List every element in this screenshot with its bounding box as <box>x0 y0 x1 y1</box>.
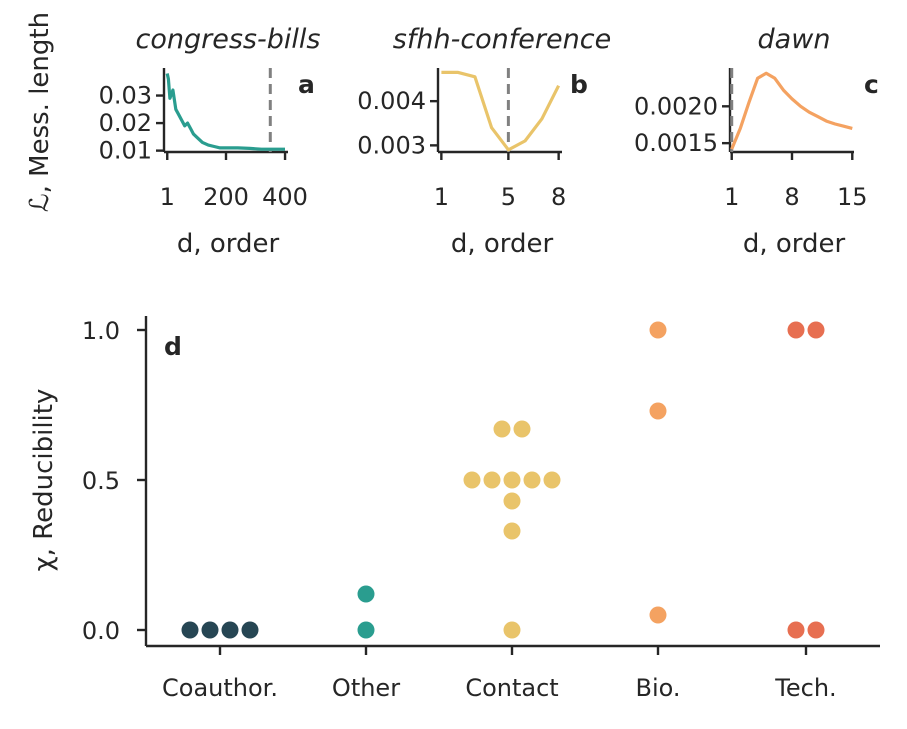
panel-d-category-label: Tech. <box>774 674 836 702</box>
panel-d-point <box>503 471 521 489</box>
panel-d-point <box>649 402 667 420</box>
panel-d-point <box>513 420 531 438</box>
panel-c-xtick-label: 15 <box>837 183 868 211</box>
panel-b-title: sfhh-conference <box>393 24 611 55</box>
panel-b: sfhh-conference d, order b 1 5 8 0.003 0.004 <box>357 24 611 259</box>
panel-d-point <box>787 321 805 339</box>
panel-a-ytick-label: 0.03 <box>99 82 152 110</box>
panel-a-xtick-label: 400 <box>262 183 308 211</box>
panel-d-ytick-label: 0.5 <box>82 467 120 495</box>
panel-b-ytick-label: 0.003 <box>357 131 426 159</box>
panel-b-xlabel: d, order <box>451 229 554 259</box>
panel-b-xtick-label: 1 <box>434 183 449 211</box>
panel-d-point <box>201 621 219 639</box>
panel-d-ylabel: χ, Reducibility <box>29 389 59 572</box>
panel-d-point <box>463 471 481 489</box>
panel-b-xtick-label: 5 <box>501 183 516 211</box>
panel-a-letter: a <box>298 70 315 99</box>
panel-c-series-line <box>730 71 853 150</box>
panel-d-point <box>493 420 511 438</box>
panel-d-ytick-label: 0.0 <box>82 617 120 645</box>
panel-d-point <box>483 471 501 489</box>
panel-d-point <box>649 606 667 624</box>
panel-a-ytick-label: 0.01 <box>99 137 152 165</box>
panel-c-xlabel: d, order <box>743 229 846 259</box>
panel-c-plot: 1 8 15 0.0015 0.0020 <box>634 68 868 211</box>
panel-d-point <box>543 471 561 489</box>
panel-b-letter: b <box>570 70 588 99</box>
panel-a-xtick-label: 1 <box>160 183 175 211</box>
panel-d-letter: d <box>164 332 182 361</box>
panel-a-ylabel: ℒ, Mess. length <box>25 12 55 212</box>
panel-d-point <box>503 621 521 639</box>
panel-a-xtick-label: 200 <box>203 183 249 211</box>
panel-d-point <box>181 621 199 639</box>
panel-d-point <box>649 321 667 339</box>
panel-d-category-label: Bio. <box>635 674 680 702</box>
panel-d-category-label: Coauthor. <box>162 674 278 702</box>
panel-d: χ, Reducibility d 0.0 0.5 1.0 Coauthor. Othe… <box>29 316 880 702</box>
panel-d-point <box>523 471 541 489</box>
panel-a: congress-bills ℒ, Mess. length d, order … <box>25 12 320 259</box>
panel-d-point <box>357 585 375 603</box>
panel-d-plot: 0.0 0.5 1.0 Coauthor. Other Contact Bio. Tech. <box>82 316 880 702</box>
panel-a-title: congress-bills <box>136 24 321 55</box>
panel-a-series-line <box>165 73 285 151</box>
panel-d-point <box>221 621 239 639</box>
panel-c-xtick-label: 8 <box>784 183 799 211</box>
panel-d-ytick-label: 1.0 <box>82 317 120 345</box>
panel-b-plot: 1 5 8 0.003 0.004 <box>357 68 566 211</box>
panel-b-series-line <box>441 70 561 152</box>
panel-c-xtick-label: 1 <box>724 183 739 211</box>
panel-d-category-label: Contact <box>465 674 558 702</box>
panel-d-point <box>807 321 825 339</box>
panel-a-plot: 1 200 400 0.010.020.03 <box>99 68 308 211</box>
panel-d-category-label: Other <box>332 674 400 702</box>
panel-b-xtick-label: 8 <box>551 183 566 211</box>
panel-a-xlabel: d, order <box>177 229 280 259</box>
panel-c-letter: c <box>864 70 879 99</box>
panel-c-ytick-label: 0.0020 <box>634 92 718 120</box>
panel-a-ytick-label: 0.02 <box>99 109 152 137</box>
panel-b-ytick-label: 0.004 <box>357 87 426 115</box>
panel-d-point <box>241 621 259 639</box>
panel-d-point <box>787 621 805 639</box>
panel-d-point <box>503 492 521 510</box>
panel-c: dawn d, order c 1 8 15 0.0015 0.0020 <box>634 24 879 259</box>
panel-c-ytick-label: 0.0015 <box>634 129 718 157</box>
panel-d-point <box>807 621 825 639</box>
panel-d-point <box>357 621 375 639</box>
panel-c-title: dawn <box>758 24 831 55</box>
panel-d-point <box>503 522 521 540</box>
